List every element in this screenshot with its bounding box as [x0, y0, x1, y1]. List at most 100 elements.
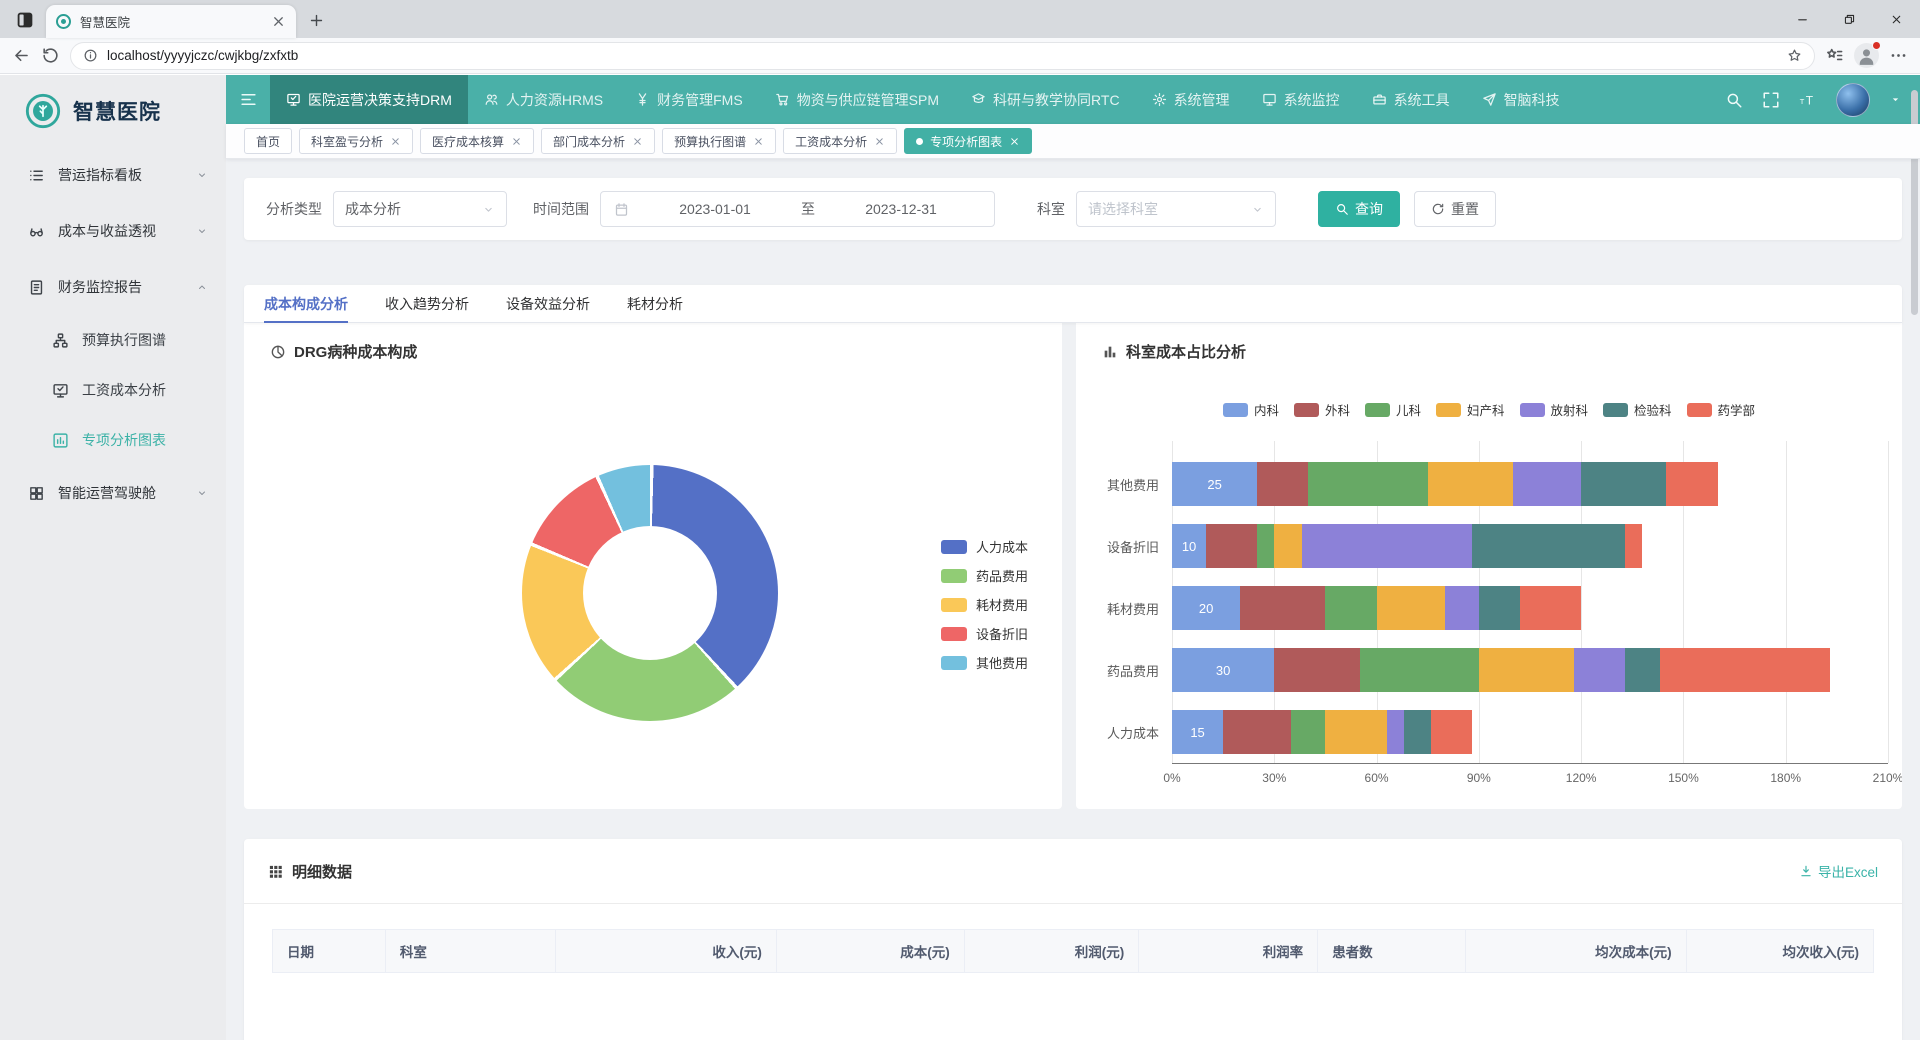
search-button[interactable]: 查询 [1318, 191, 1400, 227]
bar-segment[interactable]: 20 [1172, 586, 1241, 630]
sidebar-item[interactable]: 智能运营驾驶舱 [0, 465, 226, 521]
bar-segment[interactable] [1274, 524, 1302, 568]
bar-segment[interactable] [1386, 710, 1404, 754]
department-select[interactable]: 请选择科室 [1076, 191, 1276, 227]
sidebar-item[interactable]: 工资成本分析 [0, 365, 226, 415]
date-end-value[interactable]: 2023-12-31 [865, 201, 937, 217]
reset-button[interactable]: 重置 [1414, 191, 1496, 227]
bar-segment[interactable] [1478, 648, 1575, 692]
sidebar-item[interactable]: 财务监控报告 [0, 259, 226, 315]
topnav-item[interactable]: 物资与供应链管理SPM [759, 75, 955, 124]
legend-item[interactable]: 耗材费用 [940, 595, 1028, 614]
fullscreen-icon[interactable] [1762, 91, 1780, 109]
bar-segment[interactable] [1301, 524, 1473, 568]
bar-segment[interactable] [1472, 524, 1626, 568]
sidebar-item[interactable]: 预算执行图谱 [0, 315, 226, 365]
bar-segment[interactable] [1308, 462, 1428, 506]
topnav-item[interactable]: 人力资源HRMS [468, 75, 619, 124]
page-tab[interactable]: 首页 [244, 128, 293, 154]
bar-segment[interactable] [1574, 648, 1626, 692]
legend-item[interactable]: 内科 [1222, 400, 1279, 419]
sidebar-item[interactable]: 成本与收益透视 [0, 203, 226, 259]
bar-segment[interactable]: 15 [1172, 710, 1224, 754]
scrollbar-thumb[interactable] [1911, 90, 1918, 315]
bar-segment[interactable]: 10 [1172, 524, 1207, 568]
tab-activity-icon[interactable] [14, 9, 36, 31]
bar-segment[interactable] [1376, 586, 1445, 630]
page-tab[interactable]: 科室盈亏分析 [299, 128, 414, 154]
bar-segment[interactable] [1325, 710, 1387, 754]
bar-segment[interactable] [1625, 524, 1643, 568]
legend-item[interactable]: 设备折旧 [940, 624, 1028, 643]
bar-segment[interactable] [1666, 462, 1718, 506]
bar-segment[interactable] [1625, 648, 1660, 692]
legend-item[interactable]: 妇产科 [1435, 400, 1505, 419]
legend-item[interactable]: 外科 [1293, 400, 1350, 419]
address-bar[interactable]: localhost/yyyyjczc/cwjkbg/zxfxtb [70, 41, 1815, 70]
bar-segment[interactable] [1257, 524, 1275, 568]
page-scrollbar[interactable] [1910, 78, 1919, 1037]
sidebar-collapse-button[interactable] [226, 75, 270, 124]
legend-item[interactable]: 其他费用 [940, 653, 1028, 672]
bar-segment[interactable] [1403, 710, 1432, 754]
legend-item[interactable]: 人力成本 [940, 537, 1028, 556]
bar-segment[interactable]: 25 [1172, 462, 1258, 506]
bar-segment[interactable] [1325, 586, 1377, 630]
topnav-item[interactable]: 系统监控 [1246, 75, 1356, 124]
bar-segment[interactable] [1478, 586, 1520, 630]
topnav-item[interactable]: 智脑科技 [1466, 75, 1576, 124]
bar-segment[interactable] [1512, 462, 1582, 506]
date-start-value[interactable]: 2023-01-01 [679, 201, 751, 217]
legend-item[interactable]: 药学部 [1686, 400, 1755, 419]
bar-segment[interactable] [1291, 710, 1326, 754]
bar-segment[interactable] [1519, 586, 1582, 630]
browser-menu-icon[interactable] [1889, 46, 1908, 65]
export-excel-button[interactable]: 导出Excel [1799, 861, 1878, 881]
restore-button[interactable] [1826, 0, 1873, 38]
topnav-item[interactable]: 系统管理 [1136, 75, 1246, 124]
topnav-item[interactable]: 系统工具 [1356, 75, 1466, 124]
collections-icon[interactable] [1825, 46, 1844, 65]
topnav-item[interactable]: 财务管理FMS [619, 75, 759, 124]
bar-segment[interactable] [1359, 648, 1479, 692]
page-tab[interactable]: 专项分析图表 [904, 128, 1033, 154]
legend-item[interactable]: 检验科 [1603, 400, 1672, 419]
sub-tab[interactable]: 成本构成分析 [264, 285, 348, 323]
sidebar-item[interactable]: 专项分析图表 [0, 415, 226, 465]
bar-segment[interactable] [1581, 462, 1667, 506]
page-refresh-icon[interactable] [41, 46, 60, 65]
topnav-item[interactable]: 科研与教学协同RTC [955, 75, 1136, 124]
bar-segment[interactable] [1240, 586, 1326, 630]
user-caret-icon[interactable] [1889, 93, 1902, 106]
bar-segment[interactable] [1659, 648, 1830, 692]
user-avatar[interactable] [1836, 82, 1870, 117]
bar-segment[interactable] [1206, 524, 1258, 568]
bar-segment[interactable] [1444, 586, 1479, 630]
topnav-item[interactable]: 医院运营决策支持DRM [270, 75, 468, 124]
sub-tab[interactable]: 收入趋势分析 [385, 295, 469, 312]
bar-segment[interactable] [1274, 648, 1360, 692]
page-tab[interactable]: 预算执行图谱 [662, 128, 777, 154]
browser-profile-avatar[interactable] [1854, 41, 1881, 68]
legend-item[interactable]: 儿科 [1364, 400, 1421, 419]
tab-close-icon[interactable] [271, 14, 286, 29]
site-info-icon[interactable] [83, 48, 98, 63]
legend-item[interactable]: 药品费用 [940, 566, 1028, 585]
bar-segment[interactable] [1257, 462, 1309, 506]
back-icon[interactable] [12, 46, 31, 65]
bar-segment[interactable] [1223, 710, 1292, 754]
page-tab[interactable]: 医疗成本核算 [420, 128, 535, 154]
bookmark-star-icon[interactable] [1787, 48, 1802, 63]
legend-item[interactable]: 放射科 [1519, 400, 1588, 419]
new-tab-button[interactable] [308, 12, 325, 29]
minimize-button[interactable] [1779, 0, 1826, 38]
close-button[interactable] [1873, 0, 1920, 38]
sub-tab[interactable]: 设备效益分析 [506, 295, 590, 312]
search-icon[interactable] [1725, 91, 1743, 109]
bar-segment[interactable] [1427, 462, 1513, 506]
sidebar-item[interactable]: 营运指标看板 [0, 147, 226, 203]
page-tab[interactable]: 部门成本分析 [541, 128, 656, 154]
page-tab[interactable]: 工资成本分析 [783, 128, 898, 154]
bar-segment[interactable] [1431, 710, 1472, 754]
